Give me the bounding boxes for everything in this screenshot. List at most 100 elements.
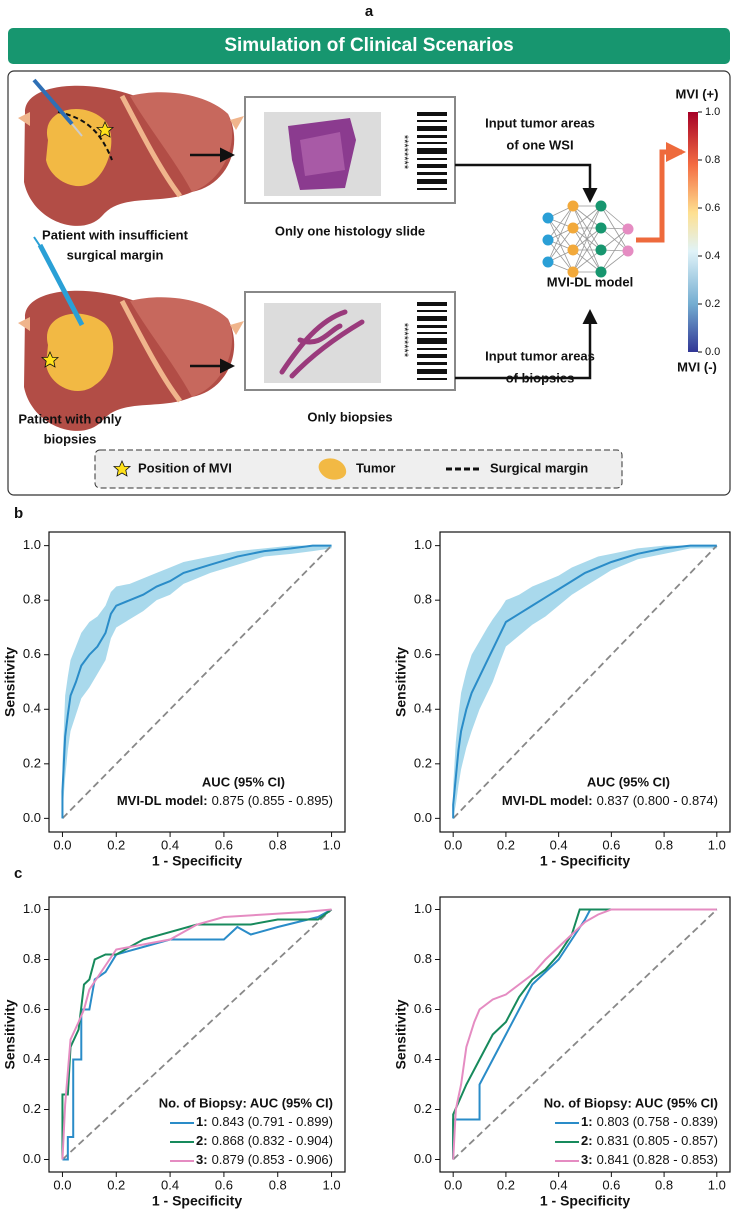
slide-code: ******** [398,135,410,170]
roc-chart: 0.0 0.2 0.4 0.6 0.8 1.0 0.0 0.2 0.4 0.6 0.8 1.0 1 - … [393,531,731,869]
y-tick-label: 0.8 [414,951,432,966]
legend-entry: 3: 0.879 (0.853 - 0.906) [196,1152,333,1167]
arrow [455,163,598,203]
y-tick-label: 0.4 [414,1051,432,1066]
colorbar-tick-label: 0.4 [705,250,720,262]
y-tick-label: 0.4 [23,1051,41,1066]
y-tick-label: 0.6 [414,646,432,661]
legend-box [94,449,623,489]
legend-entry: 3: 0.841 (0.828 - 0.853) [581,1152,718,1167]
input-text: Input tumor areas [485,115,595,130]
legend-title: No. of Biopsy: AUC (95% CI) [159,1095,333,1110]
auc-label: 0.875 (0.855 - 0.895) [212,793,333,808]
y-tick-label: 0.0 [414,810,432,825]
roc-curve [452,908,717,1160]
colorbar-tick-label: 1.0 [705,106,720,118]
slide-code: ******** [398,323,410,358]
auc-label: 0.831 (0.805 - 0.857) [597,1133,718,1148]
roc-curve [61,908,332,1160]
y-axis-label: Sensitivity [2,647,18,717]
colorbar-tick-label: 0.8 [705,154,720,166]
x-tick-label: 0.0 [53,837,71,852]
legend-name: MVI-DL model: [502,793,593,808]
y-tick-label: 0.2 [23,1101,41,1116]
plot-frame [48,531,346,833]
legend-name: 1: [196,1114,208,1129]
y-tick-label: 1.0 [414,537,432,552]
panel-label: c [14,865,22,882]
roc-chart: 0.0 0.2 0.4 0.6 0.8 1.0 0.0 0.2 0.4 0.6 0.8 1.0 1 - … [2,531,346,869]
specimen-text: Only one histology slide [275,223,425,238]
x-tick-label: 0.4 [161,837,179,852]
plot-frame [48,896,346,1173]
y-tick-label: 0.4 [23,701,41,716]
x-tick-label: 1.0 [323,837,341,852]
diagonal-reference [452,545,718,819]
roc-curve [61,908,333,1160]
x-tick-label: 0.8 [269,837,287,852]
legend-text: Tumor [356,460,395,475]
plot-frame [439,896,731,1173]
auc-label: 0.837 (0.800 - 0.874) [597,793,718,808]
arrow [636,142,686,243]
legend-entry: 1: 0.803 (0.758 - 0.839) [581,1114,718,1129]
roc-curve [62,908,333,1161]
roc-chart: 0.0 0.2 0.4 0.6 0.8 1.0 0.0 0.2 0.4 0.6 0.8 1.0 1 - … [2,896,346,1209]
y-tick-label: 1.0 [414,901,432,916]
banner-title: Simulation of Clinical Scenarios [224,35,513,56]
x-tick-label: 0.0 [53,1177,71,1192]
colorbar-tick-label: 0.0 [705,346,720,358]
y-tick-label: 0.4 [414,701,432,716]
specimen-text: Only biopsies [307,409,392,424]
auc-label: 0.843 (0.791 - 0.899) [212,1114,333,1129]
panel-frame [7,70,731,496]
y-tick-label: 1.0 [23,537,41,552]
auc-label: 0.879 (0.853 - 0.906) [212,1152,333,1167]
x-tick-label: 1.0 [323,1177,341,1192]
diagonal-reference [61,545,333,819]
y-axis-label: Sensitivity [393,647,409,717]
legend-name: 3: [581,1152,593,1167]
x-tick-label: 0.6 [602,837,620,852]
roc-curve [452,544,717,819]
patient-text: Patient with only [18,411,122,426]
x-axis-label: 1 - Specificity [540,853,630,869]
slide [244,291,456,391]
y-tick-label: 0.8 [23,592,41,607]
legend-entry: 2: 0.868 (0.832 - 0.904) [196,1133,333,1148]
legend-name: 2: [196,1133,208,1148]
auc-label: 0.803 (0.758 - 0.839) [597,1114,718,1129]
x-tick-label: 0.4 [550,1177,568,1192]
y-axis-label: Sensitivity [393,999,409,1069]
y-tick-label: 0.6 [414,1001,432,1016]
y-tick-label: 0.0 [414,1151,432,1166]
panel-label: a [365,3,374,20]
x-axis-label: 1 - Specificity [152,853,242,869]
x-tick-label: 0.8 [655,1177,673,1192]
y-tick-label: 0.0 [23,810,41,825]
legend-entry: 1: 0.843 (0.791 - 0.899) [196,1114,333,1129]
legend-title: AUC (95% CI) [587,774,670,789]
patient-text: surgical margin [67,247,164,262]
x-tick-label: 1.0 [708,1177,726,1192]
x-tick-label: 0.2 [497,1177,515,1192]
x-tick-label: 0.0 [444,1177,462,1192]
x-axis-label: 1 - Specificity [152,1193,242,1209]
x-tick-label: 0.6 [602,1177,620,1192]
colorbar-label: MVI (+) [676,86,719,101]
legend-name: MVI-DL model: [117,793,208,808]
colorbar-label: MVI (-) [677,359,717,374]
y-tick-label: 0.0 [23,1151,41,1166]
y-tick-label: 0.8 [23,951,41,966]
diagonal-reference [61,908,333,1161]
legend-name: 1: [581,1114,593,1129]
x-tick-label: 0.4 [161,1177,179,1192]
x-tick-label: 0.8 [655,837,673,852]
x-axis-label: 1 - Specificity [540,1193,630,1209]
diagonal-reference [452,908,718,1161]
input-text: Input tumor areas [485,348,595,363]
y-tick-label: 1.0 [23,901,41,916]
legend-entry: 2: 0.831 (0.805 - 0.857) [581,1133,718,1148]
x-tick-label: 0.8 [269,1177,287,1192]
